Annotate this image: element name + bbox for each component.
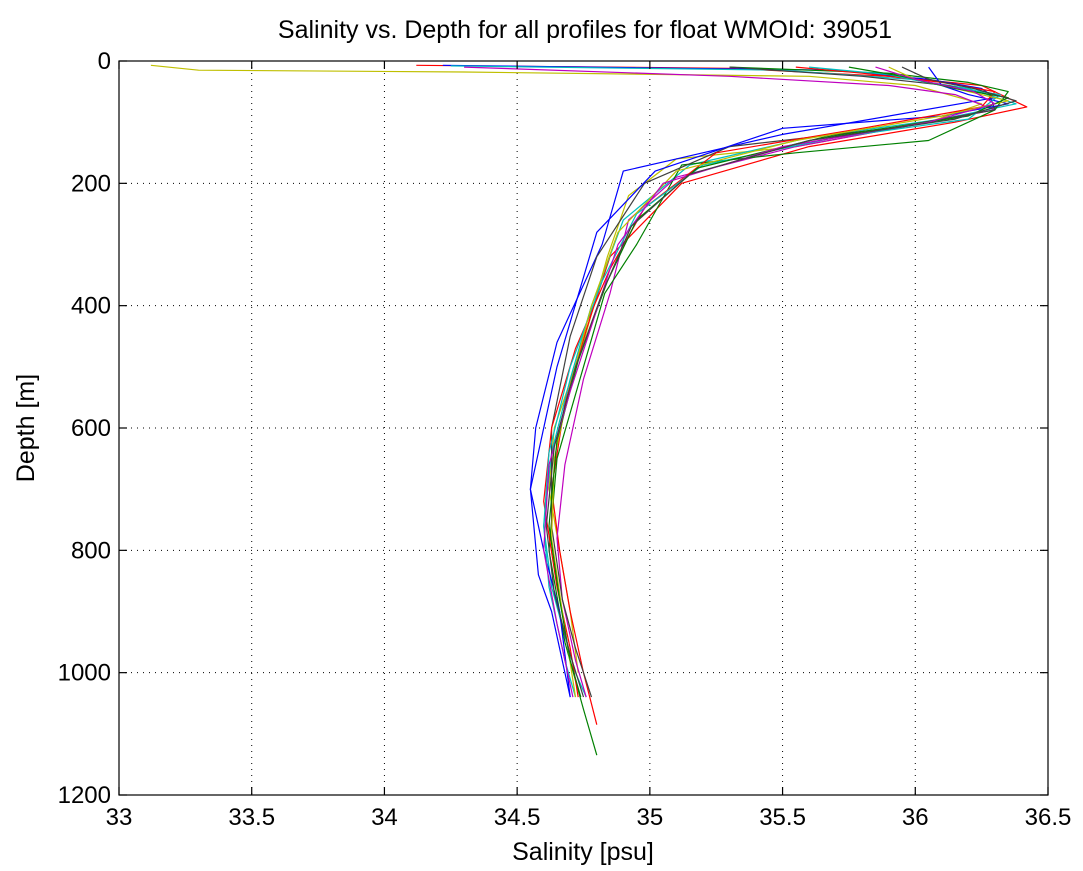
- y-tick-label: 1200: [58, 782, 111, 809]
- profile-line-11: [550, 66, 1009, 698]
- x-tick-label: 33.5: [228, 804, 275, 831]
- profile-line-3: [442, 64, 996, 698]
- y-tick-label: 800: [71, 537, 111, 564]
- x-tick-label: 34.5: [494, 804, 541, 831]
- x-tick-label: 35: [637, 804, 664, 831]
- y-axis-label: Depth [m]: [12, 374, 40, 482]
- y-tick-label: 1000: [58, 660, 111, 687]
- y-tick-label: 600: [71, 415, 111, 442]
- x-tick-label: 33: [106, 804, 133, 831]
- x-axis-label: Salinity [psu]: [512, 838, 654, 866]
- grid: [119, 61, 1048, 795]
- y-tick-label: 0: [98, 48, 111, 75]
- profile-series: [150, 64, 1028, 756]
- axis-ticks: 33 33.5 34 34.5 35 35.5 36 36.5 0 200 400 600 800 100…: [58, 48, 1072, 831]
- profile-line-6: [548, 66, 1009, 756]
- chart-title: Salinity vs. Depth for all profiles for …: [278, 16, 892, 44]
- x-tick-label: 34: [371, 804, 398, 831]
- x-tick-label: 36.5: [1025, 804, 1072, 831]
- profile-line-13: [543, 66, 996, 698]
- x-tick-label: 36: [902, 804, 929, 831]
- profile-line-14: [545, 66, 1017, 698]
- y-tick-label: 200: [71, 170, 111, 197]
- y-tick-label: 400: [71, 293, 111, 320]
- x-tick-label: 35.5: [759, 804, 806, 831]
